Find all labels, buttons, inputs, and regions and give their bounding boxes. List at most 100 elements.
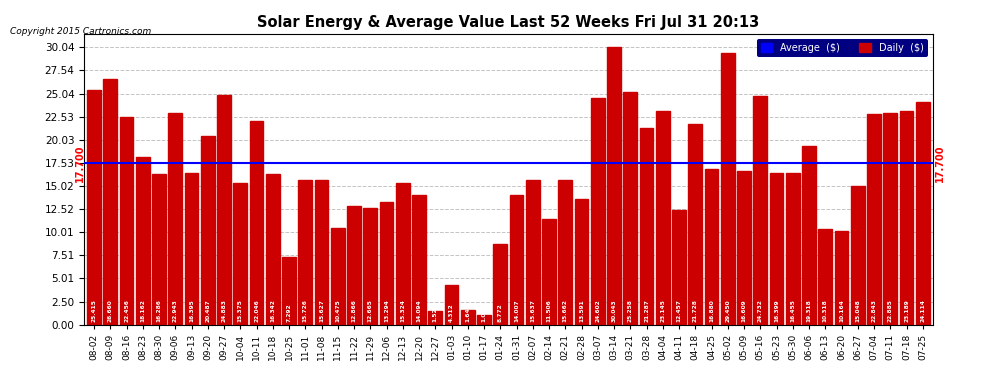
Text: 24.732: 24.732 <box>757 300 762 322</box>
Bar <box>624 92 638 325</box>
Text: 14.094: 14.094 <box>417 300 422 322</box>
Bar <box>396 183 410 325</box>
Text: 21.728: 21.728 <box>693 300 698 322</box>
Text: 29.450: 29.450 <box>726 300 731 322</box>
Bar <box>543 219 556 325</box>
Bar <box>850 186 864 325</box>
Text: 12.866: 12.866 <box>351 300 356 322</box>
Text: 1.641: 1.641 <box>465 304 470 322</box>
Bar <box>282 257 296 325</box>
Bar <box>574 199 588 325</box>
Bar <box>152 174 166 325</box>
Bar <box>769 173 783 325</box>
Bar <box>429 310 443 325</box>
Text: 24.114: 24.114 <box>921 300 926 322</box>
Text: 1.529: 1.529 <box>433 304 438 322</box>
Text: 16.399: 16.399 <box>774 300 779 322</box>
Bar <box>607 47 621 325</box>
Bar <box>493 244 507 325</box>
Text: 14.007: 14.007 <box>514 300 519 322</box>
Bar <box>819 230 833 325</box>
Legend: Average  ($), Daily  ($): Average ($), Daily ($) <box>756 39 928 57</box>
Text: 24.883: 24.883 <box>222 300 227 322</box>
Text: 11.506: 11.506 <box>546 300 551 322</box>
Text: 17.700: 17.700 <box>74 144 84 182</box>
Text: 25.415: 25.415 <box>91 300 97 322</box>
Text: Copyright 2015 Cartronics.com: Copyright 2015 Cartronics.com <box>10 27 151 36</box>
Text: 22.046: 22.046 <box>254 300 259 322</box>
Text: 23.189: 23.189 <box>904 300 909 322</box>
Bar <box>688 124 702 325</box>
Text: 23.145: 23.145 <box>660 300 665 322</box>
Bar <box>477 315 491 325</box>
Bar <box>461 310 474 325</box>
Text: 15.637: 15.637 <box>531 300 536 322</box>
Text: 15.324: 15.324 <box>400 300 405 322</box>
Text: 16.455: 16.455 <box>790 300 795 322</box>
Text: 26.660: 26.660 <box>108 300 113 322</box>
Title: Solar Energy & Average Value Last 52 Weeks Fri Jul 31 20:13: Solar Energy & Average Value Last 52 Wee… <box>257 15 759 30</box>
Bar <box>331 228 345 325</box>
Bar <box>445 285 458 325</box>
Bar <box>802 146 816 325</box>
Text: 16.609: 16.609 <box>742 300 746 322</box>
Text: 15.048: 15.048 <box>855 300 860 322</box>
Text: 22.885: 22.885 <box>888 300 893 322</box>
Bar <box>234 183 248 325</box>
Text: 13.591: 13.591 <box>579 300 584 322</box>
Bar <box>526 180 540 325</box>
Bar <box>249 121 263 325</box>
Text: 16.342: 16.342 <box>270 300 275 322</box>
Text: 8.772: 8.772 <box>498 304 503 322</box>
Bar <box>347 206 361 325</box>
Bar <box>87 90 101 325</box>
Bar <box>705 169 719 325</box>
Bar <box>185 173 198 325</box>
Bar <box>753 96 767 325</box>
Bar <box>721 53 735 325</box>
Bar <box>591 98 605 325</box>
Text: 22.456: 22.456 <box>124 300 129 322</box>
Bar <box>298 180 312 325</box>
Bar <box>201 136 215 325</box>
Text: 10.164: 10.164 <box>839 300 844 322</box>
Text: 1.006: 1.006 <box>481 304 486 322</box>
Bar <box>266 174 280 325</box>
Bar <box>655 111 669 325</box>
Text: 24.602: 24.602 <box>595 300 600 322</box>
Text: 16.286: 16.286 <box>156 300 161 322</box>
Text: 7.292: 7.292 <box>286 304 291 322</box>
Text: 21.287: 21.287 <box>644 300 649 322</box>
Bar <box>867 114 881 325</box>
Bar <box>510 195 524 325</box>
Bar <box>916 102 930 325</box>
Bar <box>168 113 182 325</box>
Bar <box>363 208 377 325</box>
Text: 4.312: 4.312 <box>449 304 454 322</box>
Text: 15.726: 15.726 <box>303 300 308 322</box>
Bar <box>217 95 231 325</box>
Text: 15.375: 15.375 <box>238 300 243 322</box>
Bar <box>835 231 848 325</box>
Text: 10.318: 10.318 <box>823 300 828 322</box>
Text: 12.457: 12.457 <box>676 300 681 322</box>
Text: 19.318: 19.318 <box>807 300 812 322</box>
Bar <box>786 173 800 325</box>
Text: 16.880: 16.880 <box>709 300 714 322</box>
Text: 30.043: 30.043 <box>612 300 617 322</box>
Bar <box>379 202 393 325</box>
Bar <box>558 180 572 325</box>
Text: 15.662: 15.662 <box>562 300 568 322</box>
Bar <box>883 114 897 325</box>
Text: 18.162: 18.162 <box>141 300 146 322</box>
Bar <box>136 157 149 325</box>
Text: 16.395: 16.395 <box>189 300 194 322</box>
Text: 22.943: 22.943 <box>173 300 178 322</box>
Bar <box>640 128 653 325</box>
Text: 12.665: 12.665 <box>368 300 373 322</box>
Bar <box>672 210 686 325</box>
Text: 20.487: 20.487 <box>205 300 210 322</box>
Bar <box>120 117 134 325</box>
Bar <box>315 180 329 325</box>
Text: 25.258: 25.258 <box>628 300 633 322</box>
